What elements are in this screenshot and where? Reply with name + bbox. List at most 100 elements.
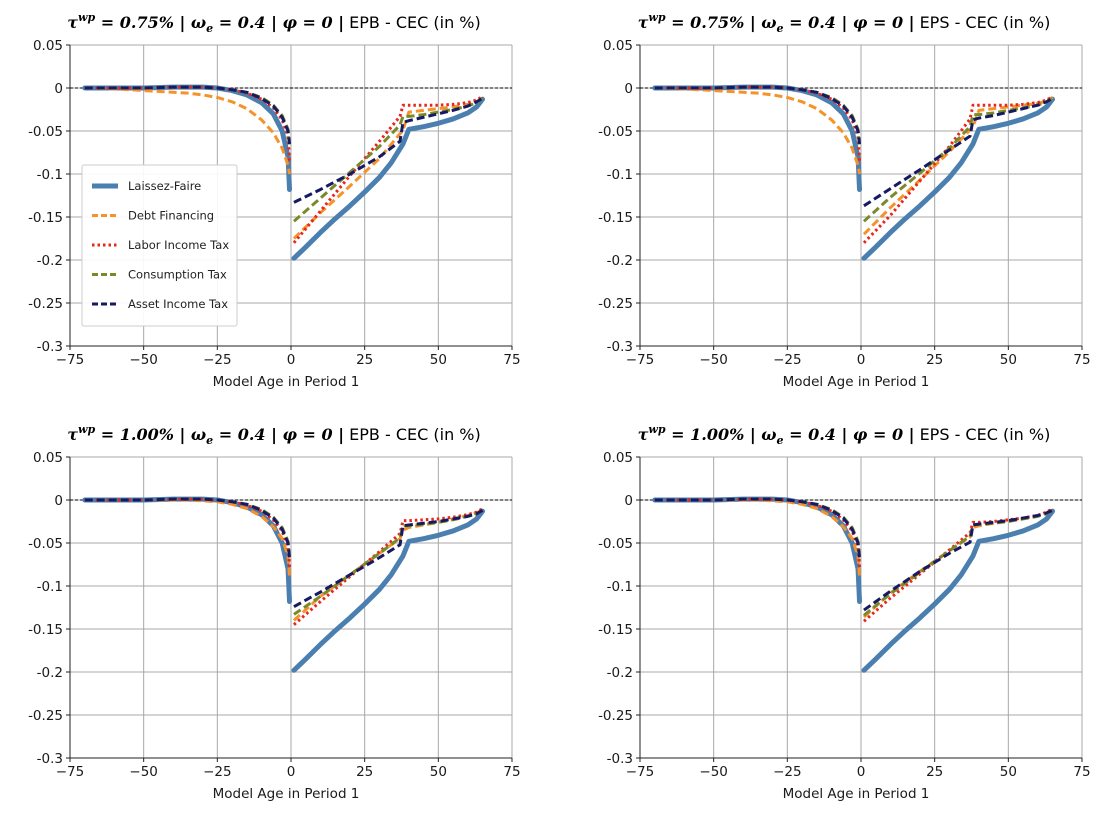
series-group bbox=[82, 84, 486, 261]
x-tick-label: −50 bbox=[699, 764, 728, 780]
title-tau: τ bbox=[638, 425, 649, 444]
title-omega-value: = 0.4 bbox=[784, 13, 842, 32]
x-tick-label: 50 bbox=[1000, 764, 1017, 780]
legend-label: Laissez-Faire bbox=[128, 179, 201, 193]
title-separator: | bbox=[271, 425, 277, 445]
x-tick-label: 25 bbox=[356, 764, 373, 780]
x-axis-label: Model Age in Period 1 bbox=[213, 374, 360, 390]
y-tick-label: -0.15 bbox=[28, 622, 63, 638]
title-text: EPS - CEC (in %) bbox=[914, 13, 1050, 32]
title-omega-sub: e bbox=[777, 434, 784, 447]
y-tick-label: -0.3 bbox=[37, 751, 63, 767]
title-phi: φ = 0 bbox=[847, 13, 908, 32]
title-phi: φ = 0 bbox=[277, 425, 338, 444]
series-line-asset-income-tax bbox=[84, 497, 484, 608]
chart-title: τwp = 1.00% | ωe = 0.4 | φ = 0 | EPB - C… bbox=[67, 423, 481, 447]
x-tick-label: −50 bbox=[129, 764, 158, 780]
title-omega-value: = 0.4 bbox=[784, 425, 842, 444]
x-tick-label: −25 bbox=[203, 764, 232, 780]
y-tick-label: -0.15 bbox=[598, 622, 633, 638]
chart-title: τwp = 1.00% | ωe = 0.4 | φ = 0 | EPS - C… bbox=[638, 423, 1051, 447]
title-tau-sup: wp bbox=[78, 423, 95, 436]
x-tick-label: 25 bbox=[356, 352, 373, 368]
chart-panel-bottom-left: τwp = 1.00% | ωe = 0.4 | φ = 0 | EPB - C… bbox=[0, 412, 549, 824]
y-tick-label: 0 bbox=[624, 81, 633, 97]
y-tick-label: 0 bbox=[54, 81, 63, 97]
y-tick-label: -0.1 bbox=[37, 579, 63, 595]
y-tick-label: 0 bbox=[624, 493, 633, 509]
x-tick-label: 75 bbox=[503, 352, 520, 368]
title-separator: | bbox=[179, 425, 185, 445]
x-tick-label: 25 bbox=[926, 764, 943, 780]
title-omega-sub: e bbox=[206, 22, 213, 35]
title-omega: ω bbox=[756, 13, 777, 32]
series-line-debt-financing bbox=[654, 86, 1054, 236]
x-tick-label: −75 bbox=[56, 764, 85, 780]
legend-label: Labor Income Tax bbox=[128, 238, 229, 252]
series-group bbox=[82, 496, 486, 673]
series-line-labor-income-tax bbox=[654, 85, 1054, 244]
y-tick-label: -0.05 bbox=[28, 124, 63, 140]
title-separator: | bbox=[842, 425, 848, 445]
title-separator: | bbox=[338, 13, 344, 33]
title-tau-sup: wp bbox=[648, 423, 665, 436]
title-separator: | bbox=[750, 425, 756, 445]
title-text: EPS - CEC (in %) bbox=[914, 425, 1050, 444]
y-tick-label: -0.2 bbox=[37, 253, 63, 269]
title-separator: | bbox=[909, 425, 915, 445]
x-tick-label: 50 bbox=[430, 764, 447, 780]
x-tick-label: −25 bbox=[773, 352, 802, 368]
y-tick-label: -0.05 bbox=[598, 124, 633, 140]
y-tick-label: -0.15 bbox=[28, 210, 63, 226]
title-separator: | bbox=[909, 13, 915, 33]
title-omega: ω bbox=[185, 13, 206, 32]
x-axis-label: Model Age in Period 1 bbox=[213, 786, 360, 802]
series-line-asset-income-tax bbox=[654, 85, 1054, 208]
y-tick-label: 0.05 bbox=[33, 450, 63, 466]
chart-svg-top-left: τwp = 0.75% | ωe = 0.4 | φ = 0 | EPB - C… bbox=[28, 11, 521, 390]
y-tick-label: -0.2 bbox=[37, 665, 63, 681]
x-tick-label: 0 bbox=[287, 764, 296, 780]
title-text: EPB - CEC (in %) bbox=[344, 425, 481, 444]
chart-title: τwp = 0.75% | ωe = 0.4 | φ = 0 | EPS - C… bbox=[638, 11, 1051, 35]
y-tick-label: -0.05 bbox=[598, 536, 633, 552]
title-tau-sup: wp bbox=[78, 11, 95, 24]
title-omega: ω bbox=[756, 425, 777, 444]
y-tick-label: 0 bbox=[54, 493, 63, 509]
x-tick-label: 25 bbox=[926, 352, 943, 368]
title-tau: τ bbox=[67, 13, 78, 32]
title-separator: | bbox=[338, 425, 344, 445]
title-separator: | bbox=[750, 13, 756, 33]
y-tick-label: 0.05 bbox=[33, 38, 63, 54]
title-omega-value: = 0.4 bbox=[213, 13, 271, 32]
y-tick-label: -0.25 bbox=[598, 708, 633, 724]
x-tick-label: 75 bbox=[503, 764, 520, 780]
legend-label: Asset Income Tax bbox=[128, 297, 228, 311]
y-tick-label: -0.25 bbox=[28, 708, 63, 724]
chart-svg-bottom-left: τwp = 1.00% | ωe = 0.4 | φ = 0 | EPB - C… bbox=[28, 423, 521, 802]
x-tick-label: 0 bbox=[857, 352, 866, 368]
x-tick-label: 0 bbox=[287, 352, 296, 368]
y-tick-label: -0.1 bbox=[607, 579, 633, 595]
x-tick-label: 50 bbox=[430, 352, 447, 368]
y-tick-label: 0.05 bbox=[603, 450, 633, 466]
y-tick-label: -0.2 bbox=[607, 665, 633, 681]
title-tau-value: = 1.00% bbox=[666, 425, 750, 444]
chart-svg-bottom-right: τwp = 1.00% | ωe = 0.4 | φ = 0 | EPS - C… bbox=[598, 423, 1091, 802]
x-tick-label: −75 bbox=[626, 764, 655, 780]
x-tick-label: 75 bbox=[1073, 764, 1090, 780]
y-tick-label: -0.1 bbox=[607, 167, 633, 183]
legend-label: Debt Financing bbox=[128, 209, 214, 223]
title-tau-value: = 0.75% bbox=[666, 13, 750, 32]
title-tau-value: = 0.75% bbox=[95, 13, 179, 32]
title-tau: τ bbox=[638, 13, 649, 32]
y-tick-label: -0.3 bbox=[607, 751, 633, 767]
title-tau-sup: wp bbox=[648, 11, 665, 24]
series-line-labor-income-tax bbox=[84, 497, 484, 626]
title-separator: | bbox=[842, 13, 848, 33]
y-tick-label: -0.05 bbox=[28, 536, 63, 552]
title-separator: | bbox=[179, 13, 185, 33]
legend-box bbox=[81, 164, 238, 327]
y-tick-label: -0.3 bbox=[607, 339, 633, 355]
y-tick-label: 0.05 bbox=[603, 38, 633, 54]
